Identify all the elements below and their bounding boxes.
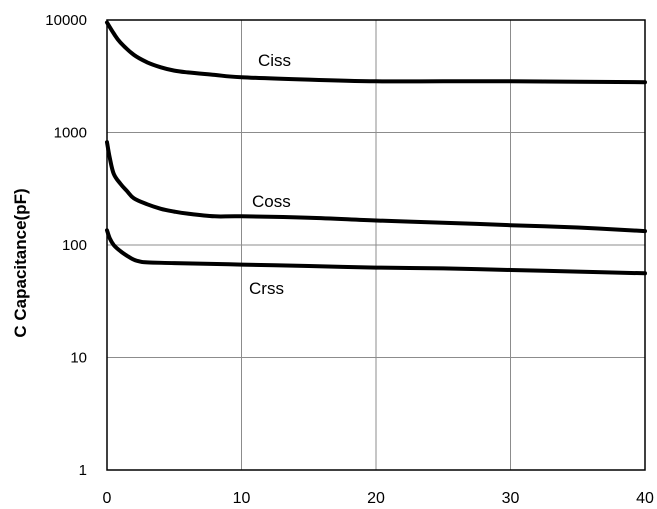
grid-lines: [106, 19, 646, 471]
curve-coss: [105, 140, 647, 234]
y-axis-label: C Capacitance(pF): [11, 188, 30, 337]
x-tick-label: 30: [502, 490, 520, 507]
series-label-ciss: Ciss: [258, 51, 291, 70]
y-axis-ticks: 1 10 100 1000 10000: [45, 12, 87, 479]
curve-crss: [105, 228, 647, 276]
y-tick-label: 1000: [54, 125, 87, 142]
series-labels: Ciss Coss Crss: [249, 51, 291, 298]
y-tick-label: 100: [62, 237, 87, 254]
x-axis-ticks: 0 10 20 30 40: [103, 490, 654, 507]
curve-ciss: [105, 20, 647, 85]
x-tick-label: 20: [367, 490, 385, 507]
series-label-crss: Crss: [249, 279, 284, 298]
series-label-coss: Coss: [252, 192, 291, 211]
y-tick-label: 10000: [45, 12, 87, 29]
y-tick-label: 10: [70, 350, 87, 367]
plot-frame: [106, 19, 646, 471]
x-tick-label: 0: [103, 490, 112, 507]
x-tick-label: 10: [233, 490, 251, 507]
x-tick-label: 40: [636, 490, 654, 507]
y-tick-label: 1: [79, 462, 87, 479]
series-curves: [105, 20, 647, 276]
